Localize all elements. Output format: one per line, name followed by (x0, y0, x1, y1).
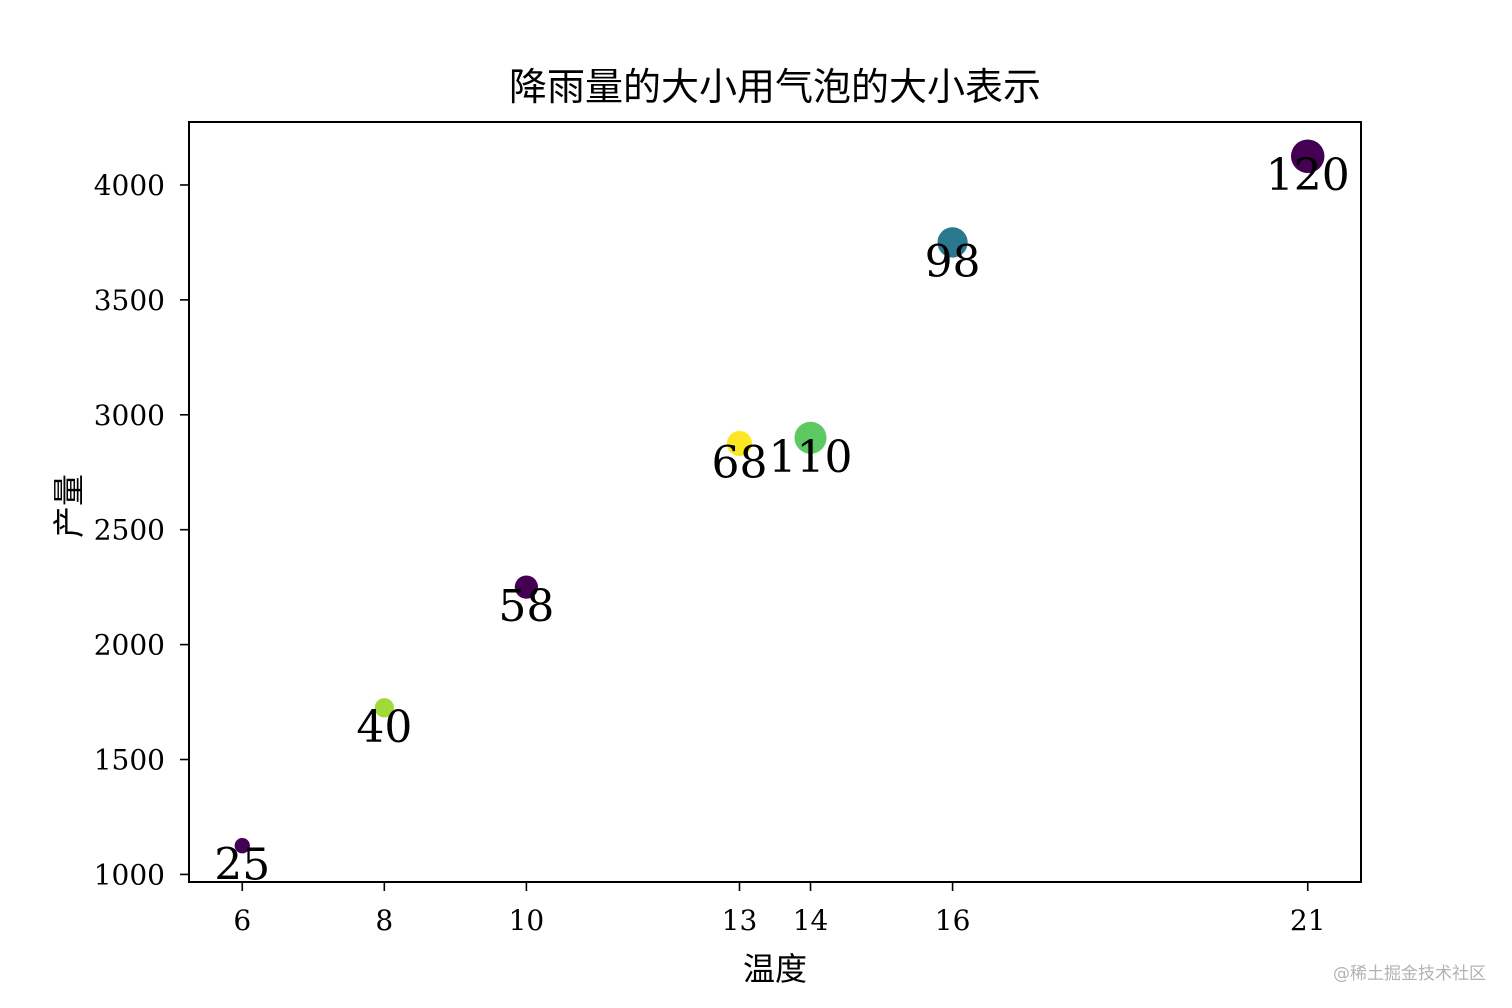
bubble-point (234, 838, 250, 854)
bubble-label: 68 (711, 438, 767, 489)
y-tick-label: 4000 (94, 169, 165, 202)
bubble-point (937, 227, 968, 258)
x-tick-label: 14 (793, 904, 829, 937)
y-axis-ticks: 1000 1500 2000 2500 3000 3500 4000 (94, 169, 189, 891)
bubble-point (374, 698, 395, 718)
y-tick-label: 1500 (94, 744, 165, 777)
bubble-label: 40 (356, 702, 412, 753)
bubble-label: 110 (769, 432, 853, 483)
chart-title: 降雨量的大小用气泡的大小表示 (509, 65, 1041, 109)
bubble-label: 98 (925, 236, 981, 287)
x-tick-label: 8 (375, 904, 393, 937)
y-tick-label: 2500 (94, 514, 165, 547)
y-tick-label: 2000 (94, 629, 165, 662)
y-tick-label: 1000 (94, 858, 165, 891)
x-tick-label: 16 (935, 904, 971, 937)
y-axis-label: 产量 (50, 474, 88, 538)
bubble-label: 120 (1266, 150, 1350, 201)
plot-frame (188, 121, 1362, 883)
bubble-point (726, 430, 753, 457)
bubble-point (514, 575, 539, 599)
x-tick-label: 13 (722, 904, 758, 937)
bubble-label: 58 (498, 581, 554, 632)
y-tick-label: 3000 (94, 399, 165, 432)
x-tick-label: 10 (509, 904, 545, 937)
x-tick-label: 21 (1290, 904, 1326, 937)
y-tick-label: 3500 (94, 284, 165, 317)
x-axis-ticks: 6 8 10 13 14 16 21 (233, 882, 1326, 937)
x-tick-label: 6 (233, 904, 251, 937)
x-axis-label: 温度 (743, 950, 807, 988)
bubble-point (794, 421, 827, 454)
watermark: @稀土掘金技术社区 (1333, 964, 1486, 984)
bubble-point (1290, 139, 1325, 174)
